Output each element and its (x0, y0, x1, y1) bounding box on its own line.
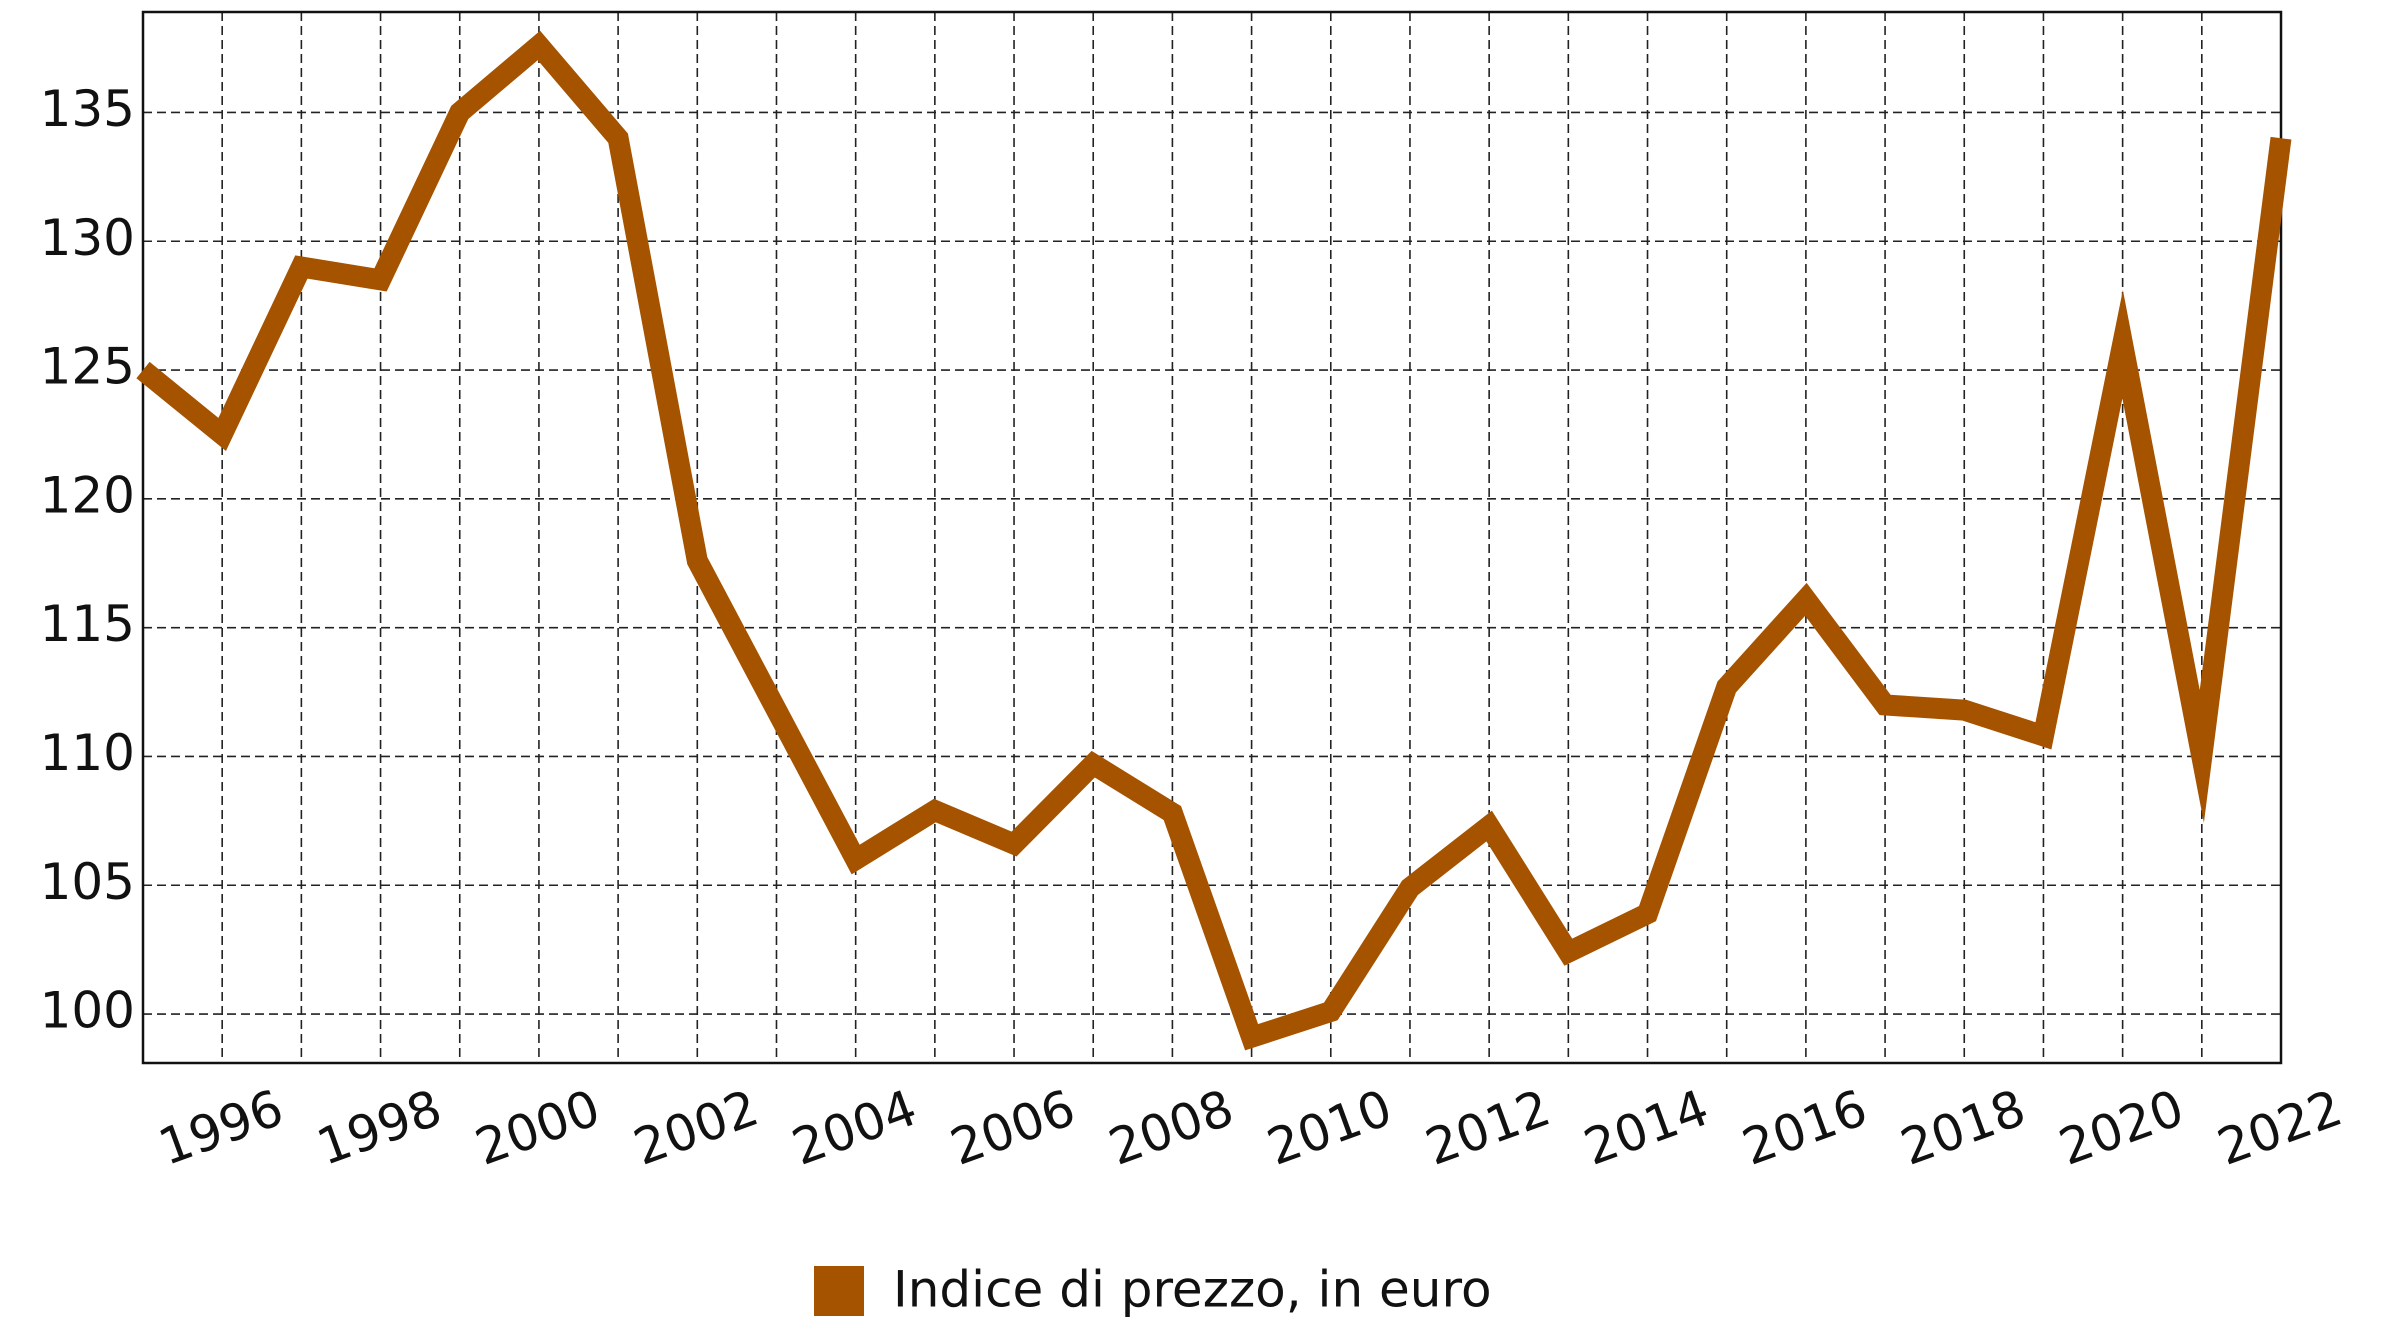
y-tick-label: 100 (40, 982, 135, 1040)
x-tick-label: 1996 (151, 1079, 290, 1177)
x-tick-label: 2000 (468, 1079, 607, 1177)
x-tick-label: 2016 (1735, 1079, 1874, 1177)
y-tick-label: 120 (40, 466, 135, 524)
x-tick-label: 2012 (1418, 1079, 1557, 1177)
x-tick-label: 2008 (1102, 1079, 1241, 1177)
y-tick-label: 105 (40, 853, 135, 911)
x-tick-label: 2004 (785, 1079, 924, 1177)
x-tick-label: 2010 (1260, 1079, 1399, 1177)
x-tick-label: 1998 (310, 1079, 449, 1177)
y-tick-label: 110 (40, 724, 135, 782)
series-line (136, 30, 2292, 1051)
y-tick-label: 115 (40, 595, 135, 653)
legend-swatch (814, 1266, 864, 1316)
y-tick-label: 135 (40, 80, 135, 138)
x-tick-label: 2022 (2210, 1079, 2349, 1177)
plot-frame (141, 10, 2283, 1065)
x-tick-label: 2018 (1893, 1079, 2032, 1177)
y-tick-label: 125 (40, 338, 135, 396)
legend-label: Indice di prezzo, in euro (893, 1261, 1492, 1319)
y-tick-label: 130 (40, 209, 135, 267)
x-tick-label: 2006 (943, 1079, 1082, 1177)
x-tick-label: 2014 (1577, 1079, 1716, 1177)
x-tick-label: 2020 (2052, 1079, 2191, 1177)
x-tick-label: 2002 (626, 1079, 765, 1177)
